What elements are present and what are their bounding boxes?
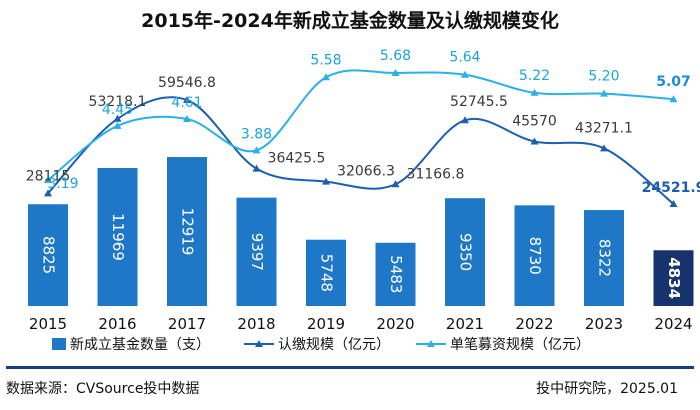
bar-2021 bbox=[445, 198, 485, 306]
subscription-marker-2016 bbox=[113, 114, 122, 122]
subscription-value-label: 43271.1 bbox=[575, 120, 633, 136]
x-tick-label: 2015 bbox=[29, 315, 67, 333]
average-size-marker-2018 bbox=[252, 146, 261, 154]
bar-2020 bbox=[375, 242, 416, 306]
legend-average-marker bbox=[427, 340, 435, 347]
subscription-value-label: 28115 bbox=[26, 168, 71, 184]
average-size-marker-2022 bbox=[530, 88, 539, 96]
x-tick-label: 2019 bbox=[307, 315, 345, 333]
subscription-value-label: 24521.9 bbox=[642, 180, 700, 196]
subscription-marker-2023 bbox=[600, 144, 608, 152]
subscription-value-label: 36425.5 bbox=[268, 151, 326, 167]
subscription-marker-2017 bbox=[183, 96, 191, 103]
bar-2016 bbox=[97, 167, 138, 306]
bar-value-label: 8730 bbox=[526, 237, 544, 275]
average-size-value-label: 5.64 bbox=[449, 50, 480, 66]
chart-title: 2015年-2024年新成立基金数量及认缴规模变化 bbox=[141, 9, 559, 32]
x-axis-ticks: 2015 2016 2017 2018 2019 2020 2021 2022 2023 2024 bbox=[29, 315, 693, 333]
average-size-value-label: 5.68 bbox=[380, 48, 411, 64]
subscription-value-label: 53218.1 bbox=[89, 94, 147, 110]
subscription-marker-2024 bbox=[669, 200, 678, 207]
subscription-value-label: 52745.5 bbox=[450, 94, 508, 110]
average-size-marker-2019 bbox=[322, 73, 330, 81]
average-size-marker-2023 bbox=[600, 89, 608, 97]
bar-series bbox=[28, 157, 694, 306]
bar-2024 bbox=[653, 250, 694, 306]
average-size-value-label: 5.07 bbox=[656, 74, 691, 90]
bar-value-label: 11969 bbox=[109, 213, 127, 261]
bar-2023 bbox=[584, 210, 624, 306]
average-size-marker-2021 bbox=[461, 70, 469, 78]
data-labels: 8825 11969 12919 9397 5748 5483 9350 8730 8322 48… bbox=[26, 48, 700, 299]
average-size-value-label: 3.88 bbox=[241, 126, 272, 142]
average-size-line bbox=[47, 69, 674, 181]
bar-value-label: 8322 bbox=[596, 239, 614, 277]
subscription-marker-2021 bbox=[461, 116, 469, 124]
average-size-value-label: 5.22 bbox=[519, 68, 550, 84]
subscription-value-label: 32066.3 bbox=[337, 164, 395, 180]
footer-divider bbox=[6, 366, 694, 369]
x-tick-label: 2022 bbox=[515, 315, 553, 333]
average-size-value-label: 4.61 bbox=[171, 95, 202, 111]
publisher-credit: 投中研究院，2025.01 bbox=[536, 381, 678, 397]
x-tick-label: 2024 bbox=[654, 315, 692, 333]
subscription-marker-2020 bbox=[391, 180, 400, 188]
x-tick-label: 2021 bbox=[446, 315, 484, 333]
bar-2015 bbox=[28, 204, 68, 306]
average-size-marker-2020 bbox=[391, 69, 400, 76]
average-size-line-series bbox=[44, 69, 678, 183]
subscription-marker-2015 bbox=[44, 189, 52, 197]
combo-chart: 2015年-2024年新成立基金数量及认缴规模变化 2015 2016 2017 20… bbox=[26, 9, 700, 353]
bar-value-label: 4834 bbox=[665, 257, 683, 299]
legend-average-label: 单笔募资规模（亿元） bbox=[450, 337, 590, 353]
bar-value-label: 12919 bbox=[179, 208, 197, 256]
subscription-line-series bbox=[44, 96, 678, 207]
average-size-marker-2015 bbox=[44, 176, 52, 183]
bar-value-label: 9397 bbox=[248, 233, 266, 271]
subscription-marker-2019 bbox=[322, 177, 330, 185]
legend-bar-swatch bbox=[52, 338, 66, 350]
bar-value-label: 5483 bbox=[387, 255, 405, 293]
x-tick-label: 2020 bbox=[376, 315, 414, 333]
bar-value-label: 9350 bbox=[457, 233, 475, 271]
average-size-value-label: 4.45 bbox=[102, 102, 133, 118]
x-tick-label: 2023 bbox=[585, 315, 623, 333]
bar-2018 bbox=[236, 197, 277, 306]
bar-2022 bbox=[514, 205, 555, 306]
average-size-marker-2024 bbox=[669, 95, 678, 103]
average-size-value-label: 5.20 bbox=[588, 69, 619, 85]
average-size-marker-2016 bbox=[113, 121, 122, 129]
x-tick-label: 2016 bbox=[98, 315, 136, 333]
subscription-value-label: 31166.8 bbox=[407, 166, 465, 182]
subscription-value-label: 59546.8 bbox=[158, 75, 216, 91]
bar-2017 bbox=[167, 157, 207, 306]
average-size-value-label: 3.19 bbox=[47, 176, 78, 192]
average-size-value-label: 5.58 bbox=[310, 52, 341, 68]
subscription-marker-2022 bbox=[530, 137, 539, 145]
bar-2019 bbox=[306, 239, 346, 306]
average-size-marker-2017 bbox=[183, 114, 191, 122]
bar-value-label: 8825 bbox=[40, 236, 58, 274]
x-tick-label: 2018 bbox=[237, 315, 275, 333]
legend-subscription-label: 认缴规模（亿元） bbox=[278, 337, 390, 353]
legend: 新成立基金数量（支） 认缴规模（亿元） 单笔募资规模（亿元） bbox=[52, 336, 590, 353]
subscription-value-label: 45570 bbox=[512, 114, 557, 130]
bar-value-label: 5748 bbox=[318, 254, 336, 292]
data-source: 数据来源：CVSource投中数据 bbox=[6, 381, 200, 397]
subscription-marker-2018 bbox=[252, 164, 261, 172]
x-tick-label: 2017 bbox=[168, 315, 206, 333]
subscription-line bbox=[47, 96, 675, 205]
legend-subscription-marker bbox=[255, 340, 263, 347]
legend-bar-label: 新成立基金数量（支） bbox=[70, 336, 210, 353]
